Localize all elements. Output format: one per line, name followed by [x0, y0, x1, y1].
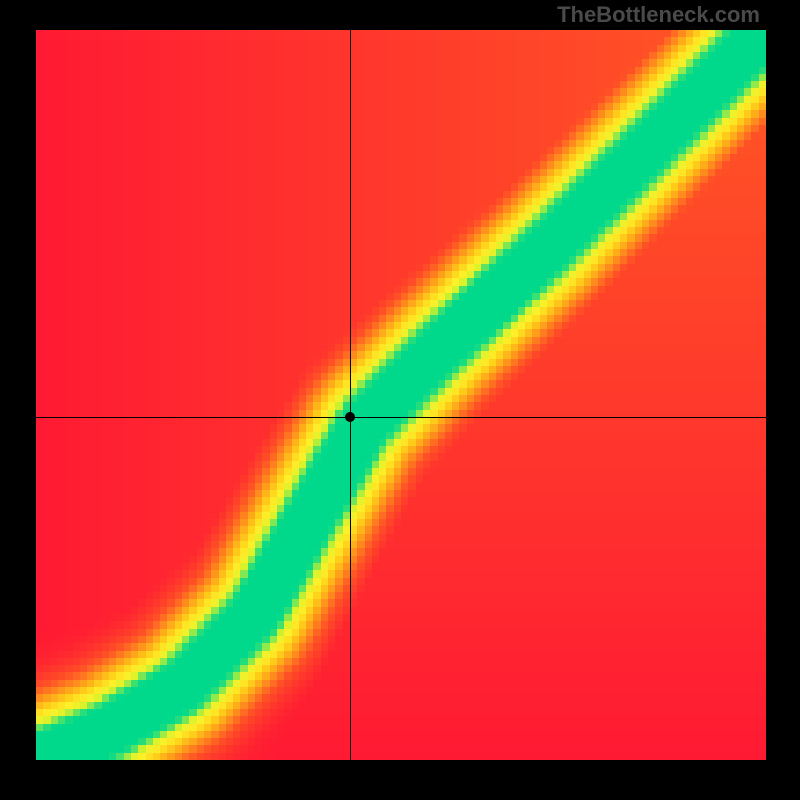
crosshair-vertical — [350, 30, 351, 760]
crosshair-marker — [345, 412, 355, 422]
crosshair-horizontal — [36, 417, 766, 418]
watermark-text: TheBottleneck.com — [557, 2, 760, 28]
heatmap-grid — [36, 30, 766, 760]
bottleneck-heatmap — [36, 30, 766, 760]
